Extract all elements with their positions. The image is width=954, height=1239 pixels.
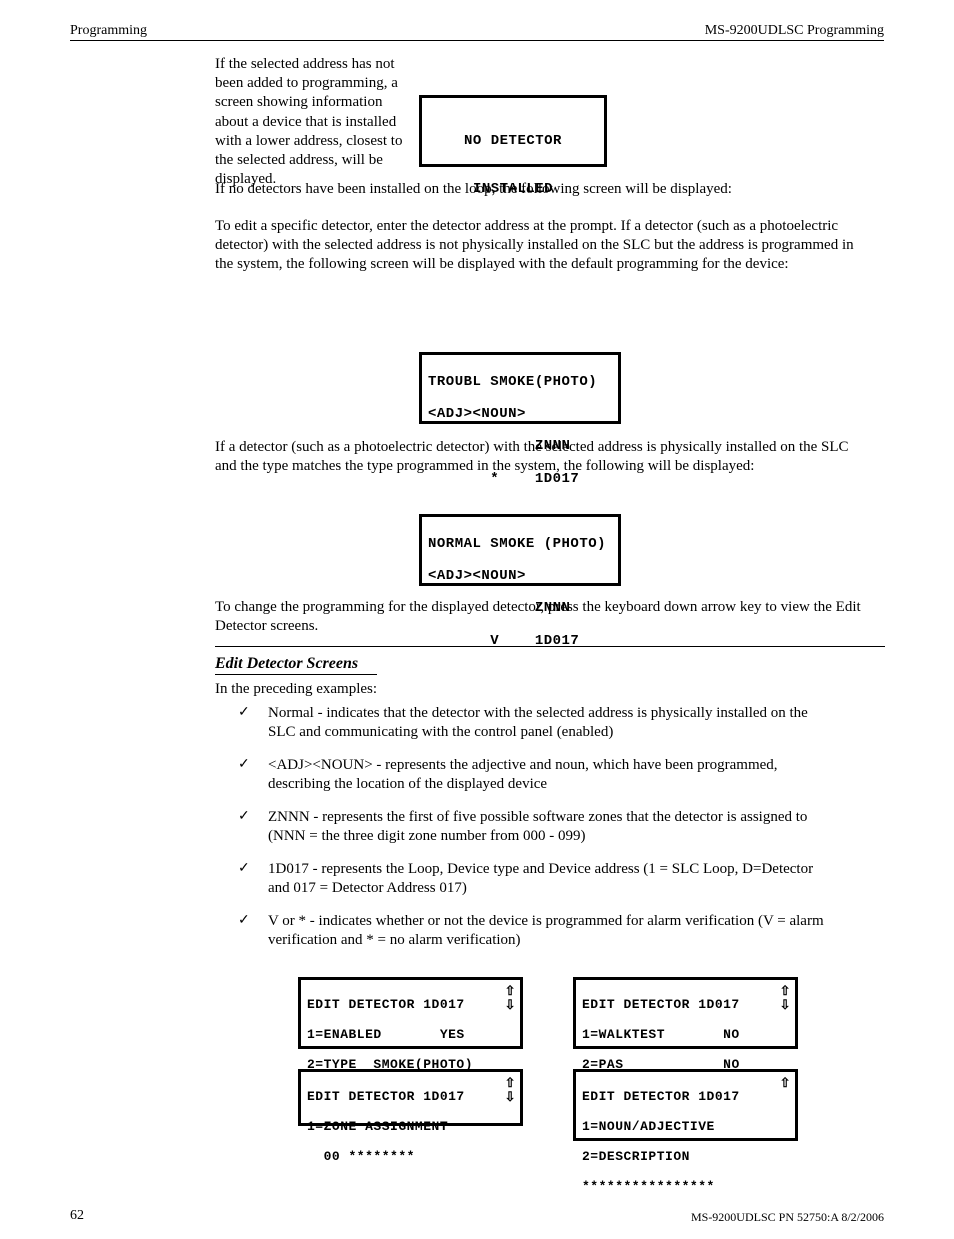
para-3: To edit a specific detector, enter the d… [215, 217, 865, 275]
subheading-underline [215, 674, 377, 675]
header-rule [70, 40, 884, 41]
lcd-line: 1=WALKTEST NO [582, 1028, 789, 1043]
bullet-text: V or * - indicates whether or not the de… [268, 912, 838, 950]
header-right: MS-9200UDLSC Programming [705, 22, 884, 40]
check-icon: ✓ [238, 912, 250, 930]
lcd-line: EDIT DETECTOR 1D017 [307, 1090, 514, 1105]
lcd-line: NORMAL SMOKE (PHOTO) [428, 536, 612, 552]
bullet-text: 1D017 - represents the Loop, Device type… [268, 860, 838, 898]
arrow-up-icon: ⇧ [505, 1076, 516, 1089]
bullet-text: Normal - indicates that the detector wit… [268, 704, 838, 742]
arrow-down-icon: ⇩ [505, 998, 516, 1011]
para-6: In the preceding examples: [215, 680, 855, 699]
lcd-line: EDIT DETECTOR 1D017 [582, 998, 789, 1013]
footer-doc-id: MS-9200UDLSC PN 52750:A 8/2/2006 [691, 1210, 884, 1225]
para-4: If a detector (such as a photoelectric d… [215, 438, 865, 476]
lcd-line: <ADJ><NOUN> [428, 406, 612, 422]
page-number: 62 [70, 1207, 84, 1225]
lcd-line: 00 ******** [307, 1150, 514, 1165]
bullet-5: ✓ V or * - indicates whether or not the … [238, 912, 838, 950]
lcd-normal: NORMAL SMOKE (PHOTO) <ADJ><NOUN> ZNNN V … [419, 514, 621, 586]
section-divider [215, 646, 885, 647]
bullet-text: ZNNN - represents the first of five poss… [268, 808, 838, 846]
lcd-line: TROUBL SMOKE(PHOTO) [428, 374, 612, 390]
lcd-line: 1=ENABLED YES [307, 1028, 514, 1043]
lcd-line: **************** [582, 1180, 789, 1195]
lcd-line: <ADJ><NOUN> [428, 568, 612, 584]
check-icon: ✓ [238, 860, 250, 878]
lcd-no-detector: NO DETECTOR INSTALLED [419, 95, 607, 167]
lcd-edit-3: EDIT DETECTOR 1D017 1=ZONE ASSIGNMENT 00… [298, 1069, 523, 1126]
lcd-line: NO DETECTOR [428, 133, 598, 149]
lcd-line: 2=DESCRIPTION [582, 1150, 789, 1165]
lcd-edit-1: EDIT DETECTOR 1D017 1=ENABLED YES 2=TYPE… [298, 977, 523, 1049]
para-5: To change the programming for the displa… [215, 598, 865, 636]
check-icon: ✓ [238, 704, 250, 722]
arrow-up-icon: ⇧ [505, 984, 516, 997]
para-2: If no detectors have been installed on t… [215, 180, 855, 199]
lcd-edit-4: EDIT DETECTOR 1D017 1=NOUN/ADJECTIVE 2=D… [573, 1069, 798, 1141]
lcd-edit-2: EDIT DETECTOR 1D017 1=WALKTEST NO 2=PAS … [573, 977, 798, 1049]
lcd-line: 1=ZONE ASSIGNMENT [307, 1120, 514, 1135]
subheading-edit-detector: Edit Detector Screens [215, 654, 358, 674]
bullet-text: <ADJ><NOUN> - represents the adjective a… [268, 756, 838, 794]
lcd-line: EDIT DETECTOR 1D017 [307, 998, 514, 1013]
arrow-down-icon: ⇩ [780, 998, 791, 1011]
bullet-2: ✓ <ADJ><NOUN> - represents the adjective… [238, 756, 838, 794]
bullet-4: ✓ 1D017 - represents the Loop, Device ty… [238, 860, 838, 898]
para-1: If the selected address has not been add… [215, 55, 410, 189]
check-icon: ✓ [238, 808, 250, 826]
arrow-up-icon: ⇧ [780, 984, 791, 997]
bullet-3: ✓ ZNNN - represents the first of five po… [238, 808, 838, 846]
lcd-line: 1=NOUN/ADJECTIVE [582, 1120, 789, 1135]
bullet-1: ✓ Normal - indicates that the detector w… [238, 704, 838, 742]
header-left: Programming [70, 22, 147, 40]
arrow-up-icon: ⇧ [780, 1076, 791, 1089]
arrow-down-icon: ⇩ [505, 1090, 516, 1103]
check-icon: ✓ [238, 756, 250, 774]
lcd-troubl: TROUBL SMOKE(PHOTO) <ADJ><NOUN> ZNNN * 1… [419, 352, 621, 424]
lcd-line: EDIT DETECTOR 1D017 [582, 1090, 789, 1105]
